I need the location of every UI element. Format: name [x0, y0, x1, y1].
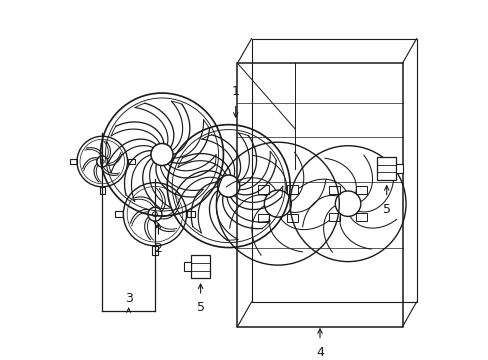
- Bar: [152, 246, 158, 255]
- Bar: [114, 211, 123, 217]
- Text: 5: 5: [196, 301, 204, 314]
- Bar: [258, 185, 268, 194]
- Bar: [258, 214, 268, 222]
- Bar: [286, 185, 297, 194]
- Bar: [356, 186, 366, 194]
- Text: 1: 1: [231, 85, 239, 98]
- Bar: [396, 164, 402, 173]
- Bar: [100, 187, 104, 194]
- Text: 4: 4: [315, 346, 323, 359]
- Text: 5: 5: [382, 203, 390, 216]
- Bar: [329, 186, 339, 194]
- Text: 3: 3: [124, 292, 132, 305]
- Bar: [184, 262, 190, 271]
- Bar: [329, 213, 339, 221]
- Bar: [376, 157, 396, 180]
- Bar: [127, 159, 134, 164]
- Bar: [190, 256, 210, 278]
- Bar: [186, 211, 195, 217]
- Bar: [356, 213, 366, 221]
- Bar: [286, 214, 297, 222]
- Text: 2: 2: [154, 242, 162, 255]
- Bar: [70, 159, 77, 164]
